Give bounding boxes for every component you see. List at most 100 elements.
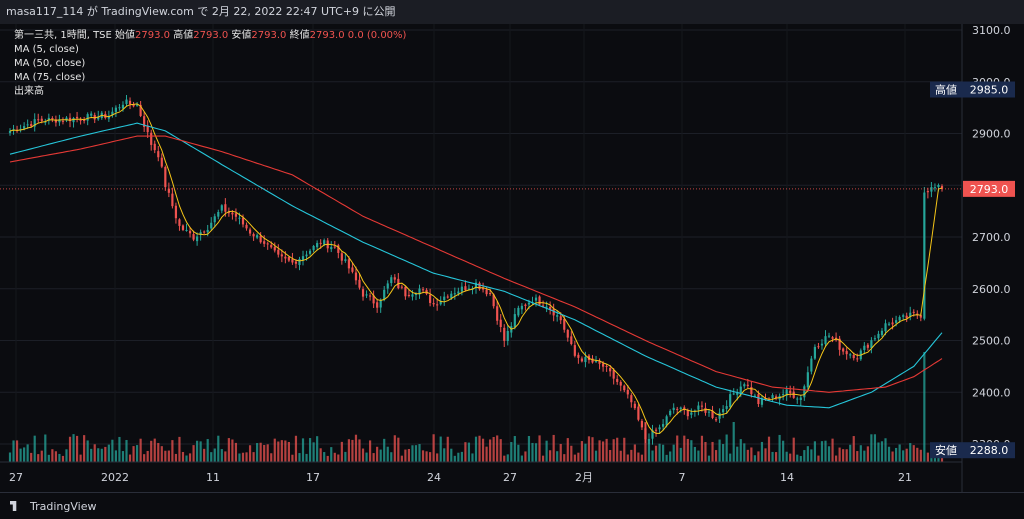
volume-bar bbox=[411, 445, 414, 462]
volume-bar bbox=[750, 447, 753, 462]
price-label-value: 2288.0 bbox=[970, 444, 1009, 457]
time-tick-label: 24 bbox=[427, 471, 441, 484]
candle-body bbox=[33, 119, 36, 127]
volume-bar bbox=[580, 441, 584, 462]
price-axis[interactable]: 3100.03000.02900.02800.02700.02600.02500… bbox=[930, 24, 1015, 492]
volume-bar bbox=[697, 450, 700, 462]
candle-body bbox=[887, 323, 891, 325]
candle-body bbox=[714, 419, 718, 421]
candle-body bbox=[231, 212, 234, 215]
volume-bar bbox=[372, 453, 375, 462]
volume-bar bbox=[429, 452, 432, 462]
volume-bar bbox=[527, 436, 531, 462]
volume-bar bbox=[171, 440, 174, 462]
legend-ma75[interactable]: MA (75, close) bbox=[14, 72, 86, 83]
volume-bar bbox=[206, 439, 209, 462]
legend-volume[interactable]: 出来高 bbox=[14, 86, 44, 97]
volume-bar bbox=[630, 449, 633, 462]
candle-body bbox=[54, 119, 57, 123]
volume-bar bbox=[40, 450, 43, 462]
candle-body bbox=[630, 395, 633, 403]
volume-bar bbox=[8, 452, 12, 462]
candle-body bbox=[75, 116, 79, 119]
volume-bar bbox=[178, 436, 181, 462]
volume-bar bbox=[439, 436, 442, 462]
price-tick-label: 3100.0 bbox=[972, 24, 1011, 37]
time-tick-label: 21 bbox=[898, 471, 912, 484]
candle-body bbox=[609, 368, 612, 372]
volume-bar bbox=[757, 451, 760, 462]
ohlc-open-label: 始値 bbox=[115, 30, 136, 41]
volume-bar bbox=[626, 454, 629, 462]
volume-bar bbox=[806, 446, 809, 462]
volume-bar bbox=[224, 451, 227, 462]
candle-body bbox=[545, 306, 548, 308]
candle-body bbox=[584, 357, 587, 363]
volume-bar bbox=[676, 435, 679, 462]
volume-bar bbox=[690, 440, 693, 462]
volume-bar bbox=[192, 445, 195, 462]
volume-bar bbox=[474, 436, 478, 462]
candle-body bbox=[880, 330, 884, 336]
volume-bar bbox=[418, 444, 421, 462]
candle-body bbox=[905, 315, 908, 319]
volume-bar bbox=[827, 446, 831, 462]
volume-bar bbox=[199, 441, 202, 462]
candle-body bbox=[135, 104, 139, 106]
candle-body bbox=[337, 245, 340, 253]
legend-ma5[interactable]: MA (5, close) bbox=[14, 44, 79, 55]
candle-body bbox=[566, 329, 569, 338]
volume-bar bbox=[584, 443, 587, 462]
tradingview-logo[interactable]: TradingView bbox=[10, 500, 96, 513]
candle-body bbox=[810, 358, 813, 372]
volume-bar bbox=[75, 435, 79, 462]
candle-body bbox=[217, 212, 220, 217]
candle-body bbox=[181, 225, 185, 230]
volume-bar bbox=[414, 445, 418, 462]
candle-body bbox=[210, 222, 213, 229]
candle-body bbox=[806, 372, 809, 388]
volume-bar bbox=[799, 455, 802, 462]
volume-bar bbox=[351, 439, 354, 462]
time-tick-label: 17 bbox=[306, 471, 320, 484]
volume-bar bbox=[37, 454, 40, 462]
candle-body bbox=[107, 115, 110, 119]
candle-body bbox=[732, 393, 735, 395]
volume-bar bbox=[23, 447, 26, 462]
volume-bar bbox=[789, 453, 792, 462]
candle-body bbox=[873, 338, 877, 340]
candle-body bbox=[623, 385, 626, 391]
tradingview-logo-icon bbox=[10, 501, 17, 511]
candle-body bbox=[450, 293, 453, 298]
candle-body bbox=[333, 246, 336, 248]
candle-body bbox=[411, 294, 414, 297]
candle-body bbox=[580, 358, 584, 362]
volume-bar bbox=[513, 436, 516, 462]
volume-bar bbox=[390, 452, 393, 462]
volume-bar bbox=[831, 438, 834, 462]
symbol-info[interactable]: 第一三共, 1時間, TSE bbox=[14, 30, 112, 41]
candle-body bbox=[556, 315, 559, 317]
time-axis[interactable]: 27 2022 11 17 24 27 2月 7 14 21 bbox=[0, 461, 962, 484]
candle-body bbox=[707, 411, 711, 413]
candle-body bbox=[789, 390, 792, 394]
volume-bar bbox=[877, 442, 880, 462]
candle-body bbox=[520, 305, 523, 310]
volume-bar bbox=[594, 450, 598, 462]
footer-bar bbox=[0, 492, 1024, 519]
candle-body bbox=[796, 398, 799, 400]
volume-bar bbox=[210, 452, 213, 462]
candle-body bbox=[153, 143, 156, 151]
volume-bar bbox=[471, 453, 474, 462]
volume-bar bbox=[319, 448, 322, 462]
volume-bar bbox=[926, 452, 929, 462]
candle-body bbox=[351, 267, 354, 272]
volume-bar bbox=[220, 449, 223, 462]
candle-body bbox=[368, 295, 372, 297]
candle-body bbox=[827, 335, 831, 337]
candle-body bbox=[400, 286, 403, 288]
volume-bar bbox=[633, 444, 636, 462]
volume-bar bbox=[711, 441, 714, 462]
legend-ma50[interactable]: MA (50, close) bbox=[14, 58, 86, 69]
